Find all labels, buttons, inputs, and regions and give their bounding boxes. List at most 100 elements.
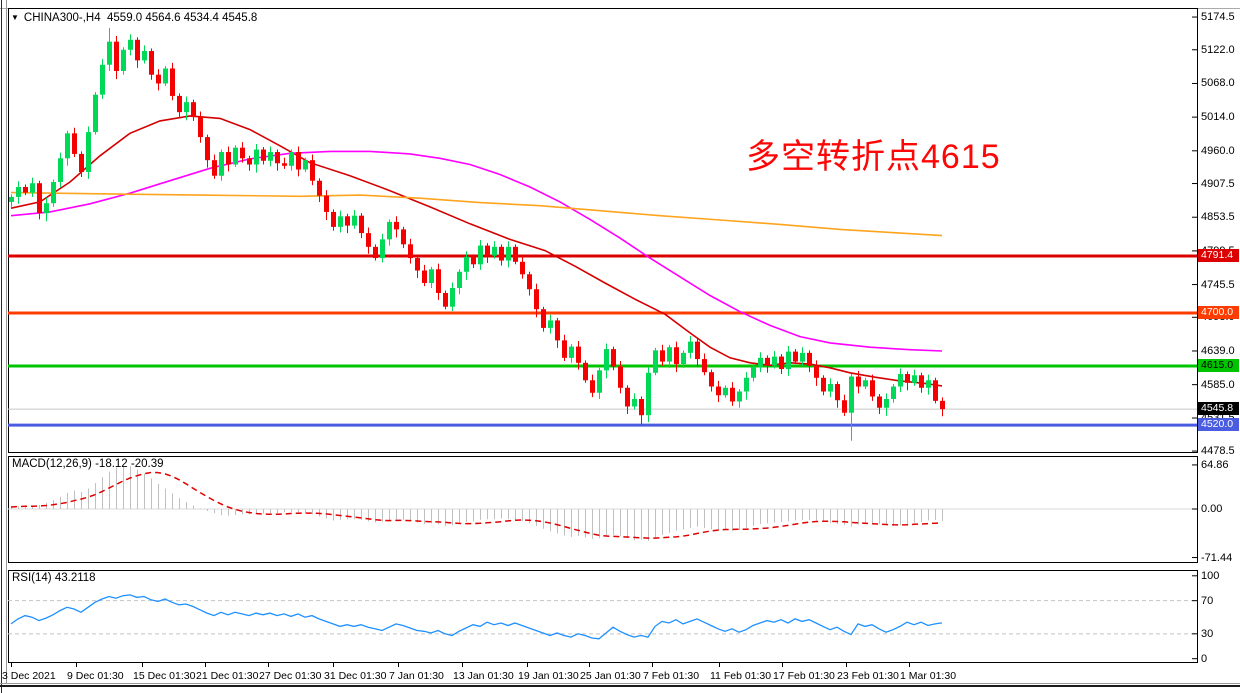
- candle-up: [898, 374, 903, 387]
- candle-down: [23, 186, 28, 193]
- macd-axis-label: -71.44: [1201, 551, 1233, 564]
- price-axis-label: 4585.0: [1201, 378, 1235, 391]
- candle-down: [807, 352, 812, 366]
- candle-up: [912, 375, 917, 383]
- candle-down: [905, 374, 910, 383]
- candle-up: [548, 320, 553, 328]
- rsi-current-value: 43.2118: [54, 572, 96, 584]
- rsi-line: [10, 594, 943, 640]
- candle-down: [562, 340, 567, 358]
- price-badge-4615.0: 4615.0: [1198, 358, 1239, 372]
- price-axis-label: 4745.5: [1201, 278, 1235, 291]
- candle-down: [240, 147, 245, 159]
- candle-up: [646, 372, 651, 416]
- price-axis-label: 4960.0: [1201, 144, 1235, 157]
- candle-up: [303, 160, 308, 170]
- candle-up: [653, 350, 658, 373]
- candle-down: [177, 95, 182, 113]
- candle-down: [72, 133, 77, 154]
- panel-splitter-main-macd[interactable]: [0, 452, 1240, 456]
- time-axis-label: 31 Dec 01:30: [324, 670, 387, 682]
- candle-down: [191, 102, 196, 118]
- candle-down: [702, 359, 707, 373]
- candle-up: [737, 391, 742, 402]
- candle-up: [86, 132, 91, 173]
- candle-up: [121, 49, 126, 71]
- candle-down: [114, 41, 119, 71]
- candle-down: [135, 39, 140, 61]
- candle-down: [359, 215, 364, 234]
- candle-down: [247, 158, 252, 165]
- candle-up: [800, 352, 805, 362]
- candle-up: [233, 147, 238, 165]
- ma-slow-orange: [10, 191, 943, 237]
- rsi-axis-label: 100: [1201, 569, 1220, 582]
- candle-up: [100, 64, 105, 95]
- rsi-axis-label: 30: [1201, 627, 1214, 640]
- candle-up: [632, 398, 637, 407]
- candle-up: [16, 186, 21, 197]
- candle-down: [793, 351, 798, 362]
- price-axis-label: 4907.5: [1201, 177, 1235, 190]
- rsi-panel-border: [8, 570, 1198, 663]
- candle-down: [534, 289, 539, 310]
- candle-down: [37, 183, 42, 214]
- price-axis-scale-area[interactable]: [1198, 8, 1240, 662]
- price-axis-label: 5122.0: [1201, 43, 1235, 56]
- candle-down: [366, 233, 371, 247]
- time-axis-label: 13 Jan 01:30: [453, 670, 514, 682]
- candle-up: [786, 351, 791, 370]
- time-axis-label: 15 Dec 01:30: [133, 670, 196, 682]
- panel-splitter-macd-rsi[interactable]: [0, 563, 1240, 567]
- macd-current-values: -18.12 -20.39: [95, 458, 164, 470]
- candle-down: [394, 221, 399, 230]
- time-axis-label: 3 Dec 2021: [2, 670, 56, 682]
- candle-up: [9, 196, 14, 202]
- candle-up: [429, 269, 434, 284]
- chart-text-annotation[interactable]: 多空转折点4615: [746, 138, 1001, 176]
- candle-up: [51, 181, 56, 204]
- candle-down: [373, 246, 378, 259]
- price-badge-4545.8: 4545.8: [1198, 402, 1239, 416]
- candle-down: [814, 365, 819, 378]
- candle-up: [604, 349, 609, 371]
- candle-down: [821, 377, 826, 392]
- candle-up: [667, 347, 672, 362]
- candle-down: [933, 380, 938, 401]
- candle-up: [891, 386, 896, 399]
- time-axis-label: 21 Dec 01:30: [196, 670, 259, 682]
- candle-down: [422, 270, 427, 284]
- time-axis-label: 7 Jan 01:30: [389, 670, 444, 682]
- candle-up: [93, 94, 98, 133]
- candle-down: [940, 400, 945, 410]
- candle-up: [289, 152, 294, 166]
- candle-down: [842, 400, 847, 413]
- candle-down: [499, 246, 504, 261]
- ma-mid-magenta: [10, 150, 943, 352]
- time-axis-label: 1 Mar 01:30: [900, 670, 957, 682]
- candle-down: [835, 384, 840, 401]
- candle-down: [317, 180, 322, 196]
- candle-down: [331, 211, 336, 227]
- candle-up: [380, 239, 385, 259]
- candle-down: [730, 387, 735, 402]
- macd-signal-line: [10, 471, 943, 539]
- candle-down: [660, 350, 665, 362]
- candle-down: [436, 269, 441, 293]
- ohlc-values: 4559.0 4564.6 4534.4 4545.8: [107, 12, 258, 24]
- candle-up: [828, 384, 833, 392]
- candle-up: [772, 356, 777, 366]
- candle-up: [884, 398, 889, 408]
- candle-down: [541, 309, 546, 328]
- candle-up: [107, 41, 112, 65]
- collapse-chevron-icon[interactable]: ▼: [11, 13, 19, 22]
- candle-up: [163, 68, 168, 84]
- candle-down: [870, 380, 875, 397]
- time-axis-scale-area[interactable]: [8, 663, 1198, 683]
- price-badge-4700.0: 4700.0: [1198, 305, 1239, 319]
- candle-down: [695, 341, 700, 360]
- candle-down: [527, 274, 532, 290]
- candle-down: [205, 137, 210, 161]
- candle-down: [583, 362, 588, 381]
